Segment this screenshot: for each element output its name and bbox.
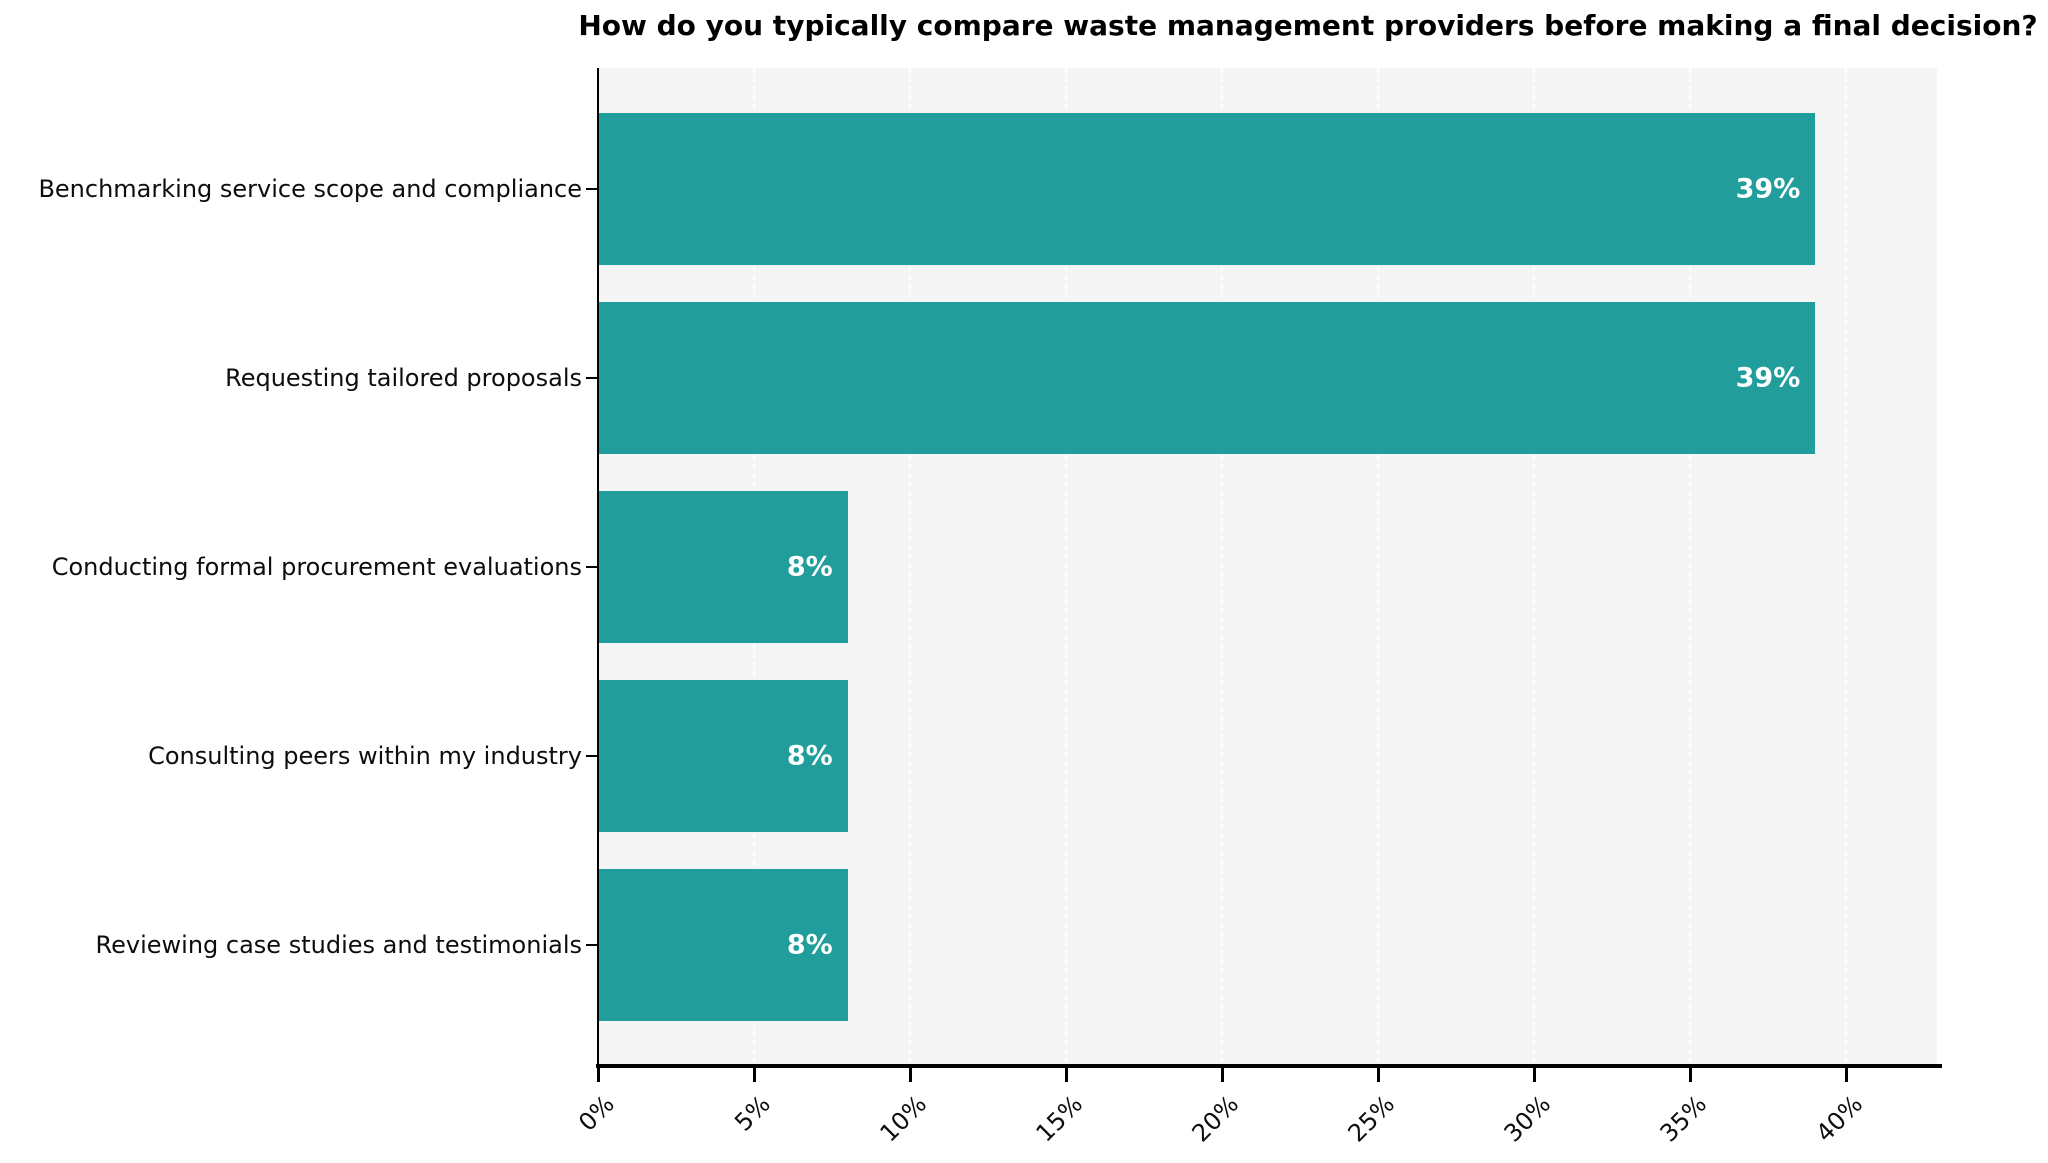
gridline (1221, 68, 1224, 1066)
gridline (1533, 68, 1536, 1066)
bar-value-label: 8% (786, 551, 833, 583)
x-tick (1845, 1068, 1849, 1082)
category-label: Conducting formal procurement evaluation… (51, 553, 582, 581)
x-tick-label: 40% (1810, 1090, 1869, 1148)
x-tick (1533, 1068, 1537, 1082)
x-tick-label: 0% (573, 1090, 620, 1137)
y-tick (586, 755, 598, 757)
x-tick-label: 10% (874, 1090, 932, 1148)
gridline (1689, 68, 1692, 1066)
x-tick (1065, 1068, 1069, 1082)
x-tick (1377, 1068, 1381, 1082)
gridline (1845, 68, 1848, 1066)
bar-value-label: 39% (1735, 173, 1801, 205)
bar: 8% (598, 491, 848, 643)
x-axis-spine (596, 1064, 1942, 1068)
category-label: Reviewing case studies and testimonials (95, 931, 582, 960)
bar: 39% (598, 113, 1816, 265)
gridline (1065, 68, 1068, 1066)
bar-value-label: 39% (1735, 362, 1801, 394)
x-tick-label: 20% (1186, 1090, 1245, 1148)
x-tick (1221, 1068, 1225, 1082)
category-label: Requesting tailored proposals (225, 363, 582, 392)
y-tick (586, 944, 598, 947)
bar-value-label: 8% (786, 929, 833, 961)
x-tick-label: 5% (729, 1090, 776, 1137)
bar: 8% (598, 680, 848, 832)
x-tick-label: 30% (1498, 1090, 1557, 1148)
gridline (909, 68, 912, 1066)
x-tick (753, 1068, 757, 1082)
bar: 39% (598, 302, 1816, 454)
x-tick (597, 1068, 600, 1082)
x-tick-label: 25% (1342, 1090, 1401, 1148)
y-tick (586, 187, 598, 190)
y-tick (586, 566, 598, 568)
category-label: Benchmarking service scope and complianc… (38, 174, 582, 203)
y-tick (586, 376, 598, 379)
x-tick (1689, 1068, 1693, 1082)
gridline (1377, 68, 1380, 1066)
x-tick-label: 15% (1030, 1090, 1088, 1148)
x-tick (909, 1068, 913, 1082)
plot-area: 39% 39% 8% 8% 8% (598, 68, 1937, 1066)
chart-title: How do you typically compare waste manag… (578, 9, 2038, 42)
category-label: Consulting peers within my industry (148, 742, 582, 770)
bar-value-label: 8% (786, 740, 833, 772)
y-axis-spine (597, 68, 599, 1066)
x-tick-label: 35% (1654, 1090, 1713, 1148)
bar: 8% (598, 869, 848, 1021)
